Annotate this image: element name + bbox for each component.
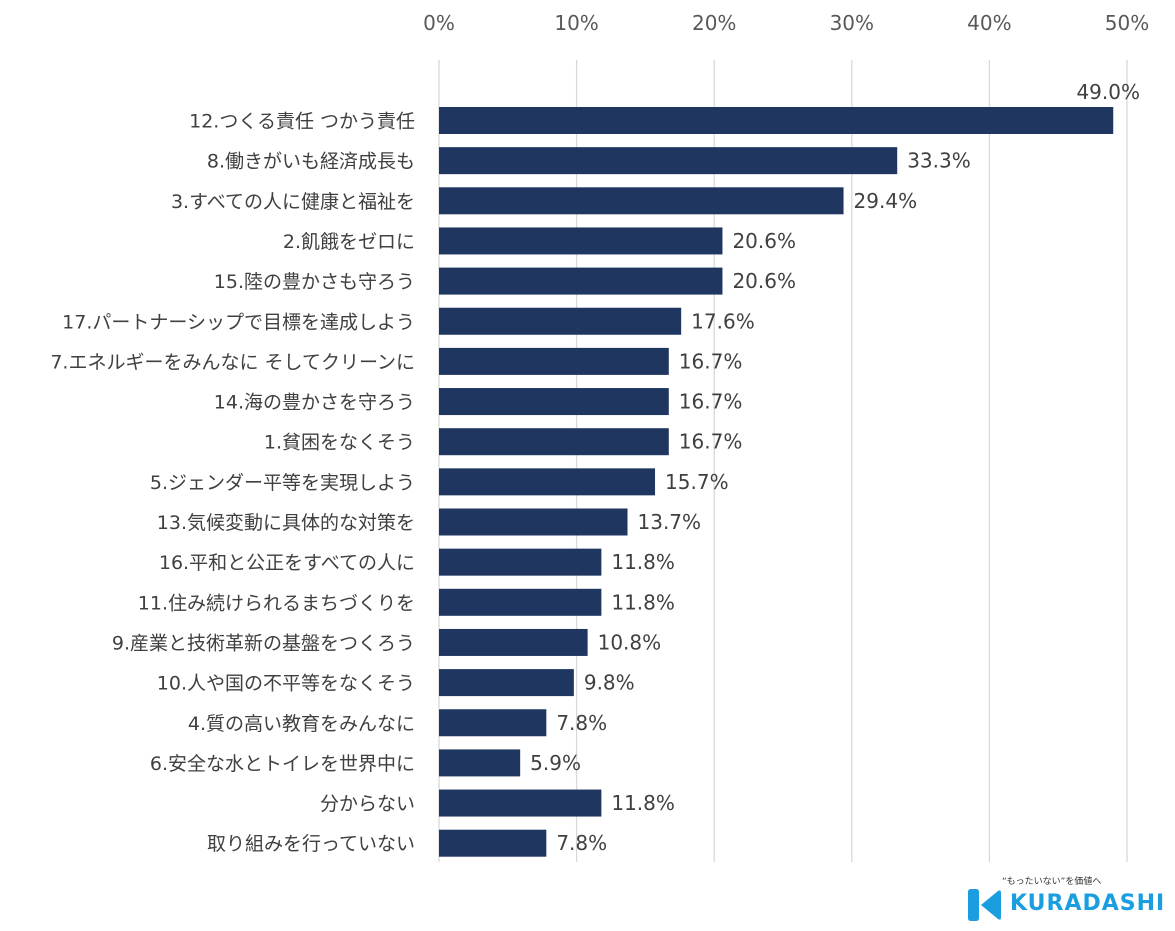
kuradashi-logo: “もったいない”を価値へ KURADASHI (962, 874, 1166, 924)
category-label: 4.質の高い教育をみんなに (188, 713, 415, 735)
category-label: 5.ジェンダー平等を実現しよう (150, 472, 415, 494)
value-label: 5.9% (530, 751, 581, 775)
value-label: 7.8% (556, 831, 607, 855)
category-label: 9.産業と技術革新の基盤をつくろう (112, 632, 415, 654)
category-labels: 12.つくる責任 つかう責任 8.働きがいも経済成長も 3.すべての人に健康と福祉を… (50, 111, 415, 856)
bar (439, 267, 723, 295)
value-labels: 49.0% 33.3% 29.4% 20.6% 20.6% 17.6% 16.7% 16.7%… (530, 80, 1140, 855)
category-label: 17.パートナーシップで目標を達成しよう (62, 311, 415, 333)
category-label: 13.気候変動に具体的な対策を (157, 512, 415, 534)
bar (439, 588, 602, 616)
bar (439, 508, 628, 536)
bar (439, 107, 1114, 134)
category-label: 11.住み続けられるまちづくりを (138, 592, 415, 614)
value-label: 16.7% (679, 430, 743, 454)
bar (439, 147, 898, 175)
value-label: 17.6% (691, 309, 755, 333)
x-axis-ticks: 0% 10% 20% 30% 40% 50% (423, 11, 1149, 35)
bar (439, 709, 547, 737)
value-label: 33.3% (907, 149, 971, 173)
x-tick-label: 0% (423, 11, 455, 35)
bar (439, 669, 574, 697)
x-tick-label: 30% (830, 11, 874, 35)
bar (439, 628, 588, 656)
bar (439, 749, 521, 777)
x-tick-label: 20% (692, 11, 736, 35)
value-label: 16.7% (679, 349, 743, 373)
category-label: 15.陸の豊かさも守ろう (214, 271, 415, 293)
bar (439, 548, 602, 576)
category-label: 7.エネルギーをみんなに そしてクリーンに (50, 351, 415, 373)
value-label: 11.8% (611, 791, 675, 815)
x-tick-label: 40% (967, 11, 1011, 35)
category-label: 8.働きがいも経済成長も (207, 151, 415, 173)
value-label: 29.4% (854, 189, 918, 213)
bar (439, 428, 669, 456)
value-label: 16.7% (679, 390, 743, 414)
category-label: 2.飢餓をゼロに (283, 231, 415, 253)
value-label: 49.0% (1076, 80, 1140, 104)
bar (439, 388, 669, 416)
bar (439, 187, 844, 215)
category-label: 取り組みを行っていない (207, 833, 415, 855)
bar (439, 227, 723, 255)
value-label: 9.8% (584, 671, 635, 695)
logo-wordmark: KURADASHI (1010, 891, 1166, 916)
bar (439, 789, 602, 817)
category-label: 12.つくる責任 つかう責任 (189, 111, 415, 133)
logo-tagline: “もったいない”を価値へ (1002, 877, 1102, 887)
value-label: 13.7% (638, 510, 702, 534)
x-tick-label: 50% (1105, 11, 1149, 35)
gridlines (438, 60, 1128, 862)
x-tick-label: 10% (554, 11, 598, 35)
bar (439, 829, 547, 857)
value-label: 15.7% (665, 470, 729, 494)
value-label: 11.8% (611, 550, 675, 574)
bars (439, 107, 1114, 857)
bar (439, 468, 656, 496)
category-label: 3.すべての人に健康と福祉を (171, 191, 415, 213)
bar (439, 347, 669, 375)
category-label: 1.貧困をなくそう (264, 432, 415, 454)
value-label: 11.8% (611, 590, 675, 614)
bar (439, 307, 682, 335)
category-label: 分からない (320, 793, 415, 815)
category-label: 10.人や国の不平等をなくそう (157, 673, 415, 695)
category-label: 16.平和と公正をすべての人に (159, 552, 415, 574)
value-label: 20.6% (732, 269, 796, 293)
value-label: 7.8% (556, 711, 607, 735)
category-label: 14.海の豊かさを守ろう (214, 392, 415, 414)
value-label: 20.6% (732, 229, 796, 253)
value-label: 10.8% (598, 630, 662, 654)
kuradashi-mark-icon (968, 889, 1001, 921)
category-label: 6.安全な水とトイレを世界中に (150, 753, 415, 775)
